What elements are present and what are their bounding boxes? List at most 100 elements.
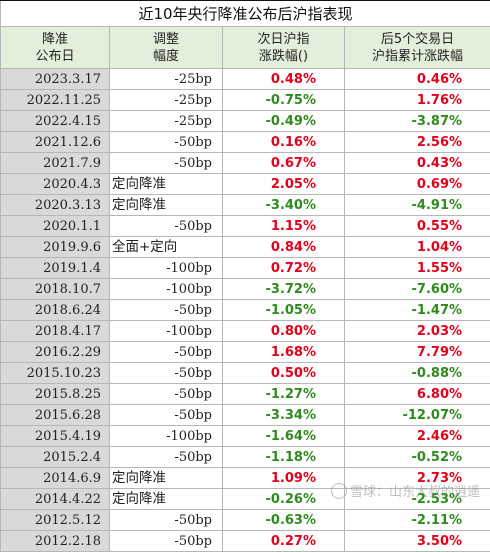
table-row: 2015.6.28-50bp-3.34%-12.07%: [1, 405, 490, 426]
adjustment-cell: 定向降准: [110, 489, 223, 510]
next-day-change-cell: -3.72%: [223, 279, 345, 300]
five-day-change-cell: -2.11%: [345, 510, 490, 531]
next-day-change-cell: -0.49%: [223, 111, 345, 132]
announce-date-cell: 2019.1.4: [1, 258, 110, 279]
header-next-day-change: 次日沪指 涨跌幅(): [223, 27, 345, 69]
next-day-change-cell: -0.75%: [223, 90, 345, 111]
header-adjustment-line1: 调整: [110, 31, 222, 48]
table-row: 2018.6.24-50bp-1.05%-1.47%: [1, 300, 490, 321]
header-announce-date: 降准 公布日: [1, 27, 110, 69]
next-day-change-cell: 2.05%: [223, 174, 345, 195]
next-day-change-cell: -0.63%: [223, 510, 345, 531]
announce-date-cell: 2020.3.13: [1, 195, 110, 216]
next-day-change-cell: 1.09%: [223, 468, 345, 489]
next-day-change-cell: -0.26%: [223, 489, 345, 510]
next-day-change-cell: -1.05%: [223, 300, 345, 321]
five-day-change-cell: -1.47%: [345, 300, 490, 321]
five-day-change-cell: 2.46%: [345, 426, 490, 447]
announce-date-cell: 2015.2.4: [1, 447, 110, 468]
next-day-change-cell: 0.84%: [223, 237, 345, 258]
adjustment-cell: -50bp: [110, 510, 223, 531]
header-five-day-line1: 后5个交易日: [345, 31, 490, 48]
next-day-change-cell: -3.34%: [223, 405, 345, 426]
next-day-change-cell: 1.68%: [223, 342, 345, 363]
adjustment-cell: -50bp: [110, 153, 223, 174]
header-next-day-line1: 次日沪指: [223, 31, 344, 48]
next-day-change-cell: 0.72%: [223, 258, 345, 279]
five-day-change-cell: 0.69%: [345, 174, 490, 195]
announce-date-cell: 2015.6.28: [1, 405, 110, 426]
table-row: 2012.5.12-50bp-0.63%-2.11%: [1, 510, 490, 531]
five-day-change-cell: 2.03%: [345, 321, 490, 342]
five-day-change-cell: 6.80%: [345, 384, 490, 405]
adjustment-cell: -25bp: [110, 69, 223, 90]
five-day-change-cell: 1.55%: [345, 258, 490, 279]
next-day-change-cell: 0.16%: [223, 132, 345, 153]
adjustment-cell: -100bp: [110, 426, 223, 447]
table-title: 近10年央行降准公布后沪指表现: [1, 1, 490, 27]
adjustment-cell: -50bp: [110, 132, 223, 153]
adjustment-cell: -25bp: [110, 90, 223, 111]
announce-date-cell: 2019.9.6: [1, 237, 110, 258]
announce-date-cell: 2022.11.25: [1, 90, 110, 111]
announce-date-cell: 2018.6.24: [1, 300, 110, 321]
header-five-day-change: 后5个交易日 沪指累计涨跌幅: [345, 27, 490, 69]
announce-date-cell: 2015.10.23: [1, 363, 110, 384]
announce-date-cell: 2023.3.17: [1, 69, 110, 90]
adjustment-cell: 定向降准: [110, 195, 223, 216]
announce-date-cell: 2012.2.18: [1, 531, 110, 552]
spreadsheet-view: 近10年央行降准公布后沪指表现 降准 公布日 调整 幅度 次日沪指 涨跌幅() …: [0, 0, 490, 506]
announce-date-cell: 2021.7.9: [1, 153, 110, 174]
adjustment-cell: -50bp: [110, 531, 223, 552]
header-next-day-line2: 涨跌幅(): [223, 48, 344, 65]
next-day-change-cell: -1.64%: [223, 426, 345, 447]
table-row: 2022.11.25-25bp-0.75%1.76%: [1, 90, 490, 111]
five-day-change-cell: -0.52%: [345, 447, 490, 468]
announce-date-cell: 2012.5.12: [1, 510, 110, 531]
five-day-change-cell: 7.79%: [345, 342, 490, 363]
title-row: 近10年央行降准公布后沪指表现: [1, 1, 490, 27]
table-row: 2015.8.25-50bp-1.27%6.80%: [1, 384, 490, 405]
five-day-change-cell: 0.55%: [345, 216, 490, 237]
next-day-change-cell: 1.15%: [223, 216, 345, 237]
announce-date-cell: 2014.6.9: [1, 468, 110, 489]
table-row: 2015.4.19-100bp-1.64%2.46%: [1, 426, 490, 447]
five-day-change-cell: 2.56%: [345, 132, 490, 153]
adjustment-cell: -50bp: [110, 447, 223, 468]
header-announce-date-line2: 公布日: [1, 48, 109, 65]
five-day-change-cell: -12.07%: [345, 405, 490, 426]
header-adjustment: 调整 幅度: [110, 27, 223, 69]
announce-date-cell: 2015.4.19: [1, 426, 110, 447]
next-day-change-cell: 0.50%: [223, 363, 345, 384]
announce-date-cell: 2018.10.7: [1, 279, 110, 300]
table-row: 2022.4.15-25bp-0.49%-3.87%: [1, 111, 490, 132]
adjustment-cell: 定向降准: [110, 174, 223, 195]
five-day-change-cell: 0.43%: [345, 153, 490, 174]
adjustment-cell: 全面+定向: [110, 237, 223, 258]
announce-date-cell: 2016.2.29: [1, 342, 110, 363]
next-day-change-cell: 0.67%: [223, 153, 345, 174]
five-day-change-cell: 1.76%: [345, 90, 490, 111]
announce-date-cell: 2020.4.3: [1, 174, 110, 195]
five-day-change-cell: -4.91%: [345, 195, 490, 216]
next-day-change-cell: -1.18%: [223, 447, 345, 468]
adjustment-cell: -100bp: [110, 279, 223, 300]
five-day-change-cell: -0.88%: [345, 363, 490, 384]
adjustment-cell: -50bp: [110, 216, 223, 237]
five-day-change-cell: 1.04%: [345, 237, 490, 258]
